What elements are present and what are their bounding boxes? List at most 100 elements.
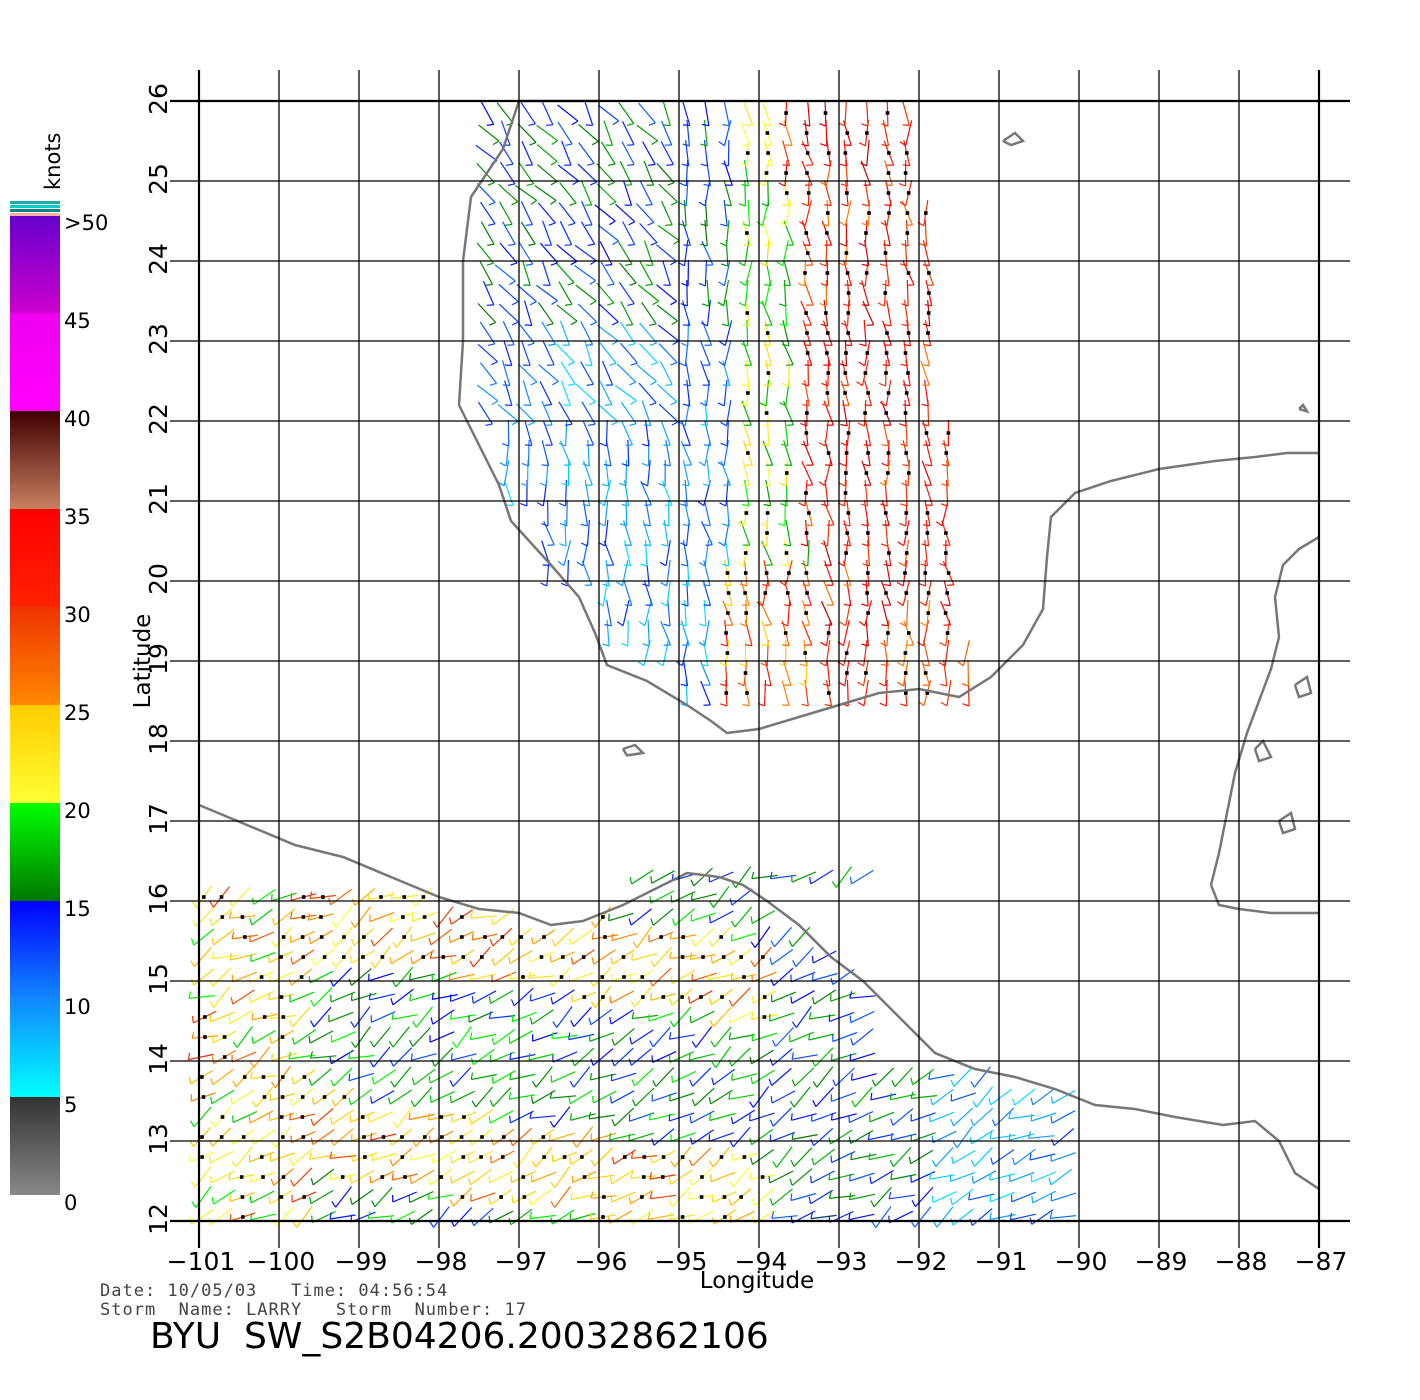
wind-barb: [949, 1172, 976, 1182]
wind-barb: [209, 908, 233, 926]
wind-barb: [790, 1113, 817, 1121]
wind-barb: [709, 988, 733, 1006]
wind-barb: [409, 1027, 431, 1047]
wind-barb: [703, 420, 712, 447]
wind-barb: [830, 1150, 856, 1164]
wind-barb: [636, 364, 657, 386]
wind-barb: [611, 932, 638, 942]
wind-barb: [858, 600, 873, 627]
wind-barb: [559, 221, 573, 246]
wind-barb: [498, 183, 519, 206]
wind-barb: [629, 1209, 654, 1225]
wind-barb: [190, 946, 212, 968]
wind-barb: [742, 420, 752, 446]
longitude-tick-label: −90: [1055, 1247, 1108, 1276]
wind-barb: [550, 1071, 576, 1083]
wind-barb: [871, 1067, 895, 1087]
wind-barb: [632, 926, 653, 948]
wind-barb: [620, 401, 637, 426]
wind-barb: [721, 299, 730, 327]
wind-barb: [623, 520, 632, 546]
wind-barb: [623, 580, 633, 606]
wind-barb: [370, 1133, 397, 1141]
wind-barb: [630, 1171, 657, 1179]
wind-barb: [763, 460, 771, 487]
wind-barb: [570, 1006, 592, 1028]
longitude-tick-label: −96: [575, 1247, 628, 1276]
wind-barb: [248, 1110, 274, 1124]
wind-barb: [778, 159, 788, 187]
wind-barb: [269, 1093, 296, 1101]
colorbar-band: [10, 411, 60, 509]
wind-barb: [190, 928, 215, 946]
wind-barb: [884, 180, 892, 207]
wind-barb: [560, 380, 571, 406]
wind-barb: [601, 460, 610, 487]
wind-barb: [501, 360, 511, 387]
wind-barb: [659, 361, 673, 386]
wind-barb: [840, 299, 851, 327]
wind-barb: [722, 499, 730, 527]
wind-barb: [867, 1132, 894, 1141]
wind-barb: [679, 159, 689, 187]
wind-barb: [191, 1186, 212, 1208]
wind-barb: [1049, 1211, 1076, 1219]
wind-barb: [711, 1068, 735, 1086]
wind-barb: [900, 479, 908, 507]
wind-barb: [939, 539, 948, 567]
wind-barb: [709, 1006, 732, 1028]
wind-barb: [660, 620, 672, 646]
wind-barb: [330, 1067, 353, 1087]
wind-barb: [921, 380, 929, 407]
wind-barb: [249, 908, 273, 926]
wind-barb: [477, 401, 493, 426]
wind-barb: [851, 1086, 873, 1108]
wind-barb: [631, 1067, 655, 1087]
wind-barb: [611, 1149, 637, 1165]
wind-barb: [188, 1069, 214, 1085]
wind-barb: [828, 1191, 856, 1199]
wind-barb: [849, 869, 875, 885]
wind-barb: [920, 360, 930, 386]
island-outline: [1277, 810, 1297, 835]
wind-barb: [269, 1029, 295, 1045]
wind-barb: [940, 680, 952, 707]
wind-barb: [717, 280, 730, 307]
wind-barb: [710, 1171, 736, 1183]
wind-barb: [609, 1169, 635, 1185]
wind-barb: [528, 971, 555, 979]
wind-barb: [558, 419, 568, 447]
wind-barb: [952, 1126, 973, 1148]
wind-barb: [828, 1012, 855, 1022]
wind-barb: [251, 1012, 278, 1021]
longitude-tick-label: −100: [247, 1247, 316, 1276]
wind-barb: [556, 262, 575, 286]
wind-barb: [656, 640, 669, 667]
wind-barb: [191, 1031, 218, 1039]
island-outline: [1293, 674, 1313, 699]
wind-barb: [271, 926, 293, 948]
wind-barb: [961, 659, 970, 687]
wind-barb: [769, 1131, 796, 1143]
colorbar-band: [10, 999, 60, 1097]
wind-barb: [430, 1009, 455, 1025]
wind-barb: [191, 1010, 217, 1024]
wind-barb: [575, 284, 597, 306]
wind-barb: [691, 927, 715, 947]
wind-barb: [568, 1149, 593, 1165]
wind-barb: [779, 560, 793, 587]
wind-barb: [972, 1086, 994, 1108]
wind-barb: [862, 559, 870, 587]
latitude-tick-label: 20: [144, 563, 173, 595]
wind-barb: [1050, 1090, 1076, 1104]
wind-barb: [700, 340, 711, 366]
wind-barb: [870, 1186, 892, 1208]
wind-barb: [950, 1107, 974, 1127]
wind-barb: [808, 1033, 835, 1041]
wind-barb: [290, 1167, 313, 1187]
wind-barb: [780, 420, 789, 447]
wind-barb: [517, 123, 537, 146]
wind-barb: [689, 952, 716, 960]
wind-barb: [429, 1031, 455, 1043]
wind-barb: [270, 1066, 291, 1088]
